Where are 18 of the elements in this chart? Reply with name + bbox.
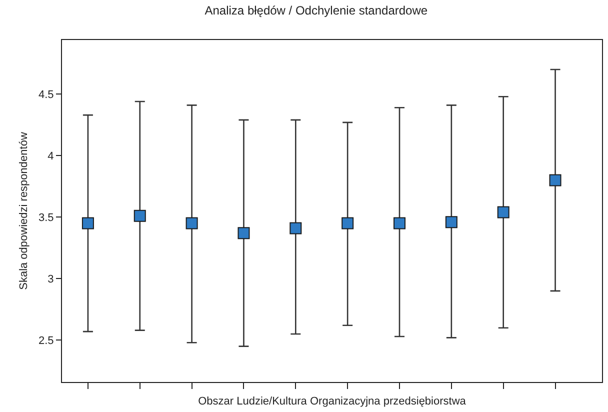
point [134,210,146,222]
point [290,222,302,234]
point [186,217,198,230]
point [445,216,458,228]
y-tick-label: 3.5 [38,212,54,224]
point [394,217,406,230]
point [497,206,510,218]
point [82,217,94,230]
point [238,227,250,240]
point [549,174,562,186]
x-axis-title: Obszar Ludzie/Kultura Organizacyjna przedsiębiorstwa [198,395,467,408]
y-tick-label: 3 [48,274,54,286]
y-axis-title: Skala odpowiedzi respondentów [18,132,30,290]
y-tick-label: 4.5 [38,88,54,101]
point [342,217,354,230]
chart-title: Analiza błędów / Odchylenie standardowe [204,4,428,18]
y-tick-label: 4 [48,150,54,162]
y-tick-label: 2.5 [38,335,54,348]
